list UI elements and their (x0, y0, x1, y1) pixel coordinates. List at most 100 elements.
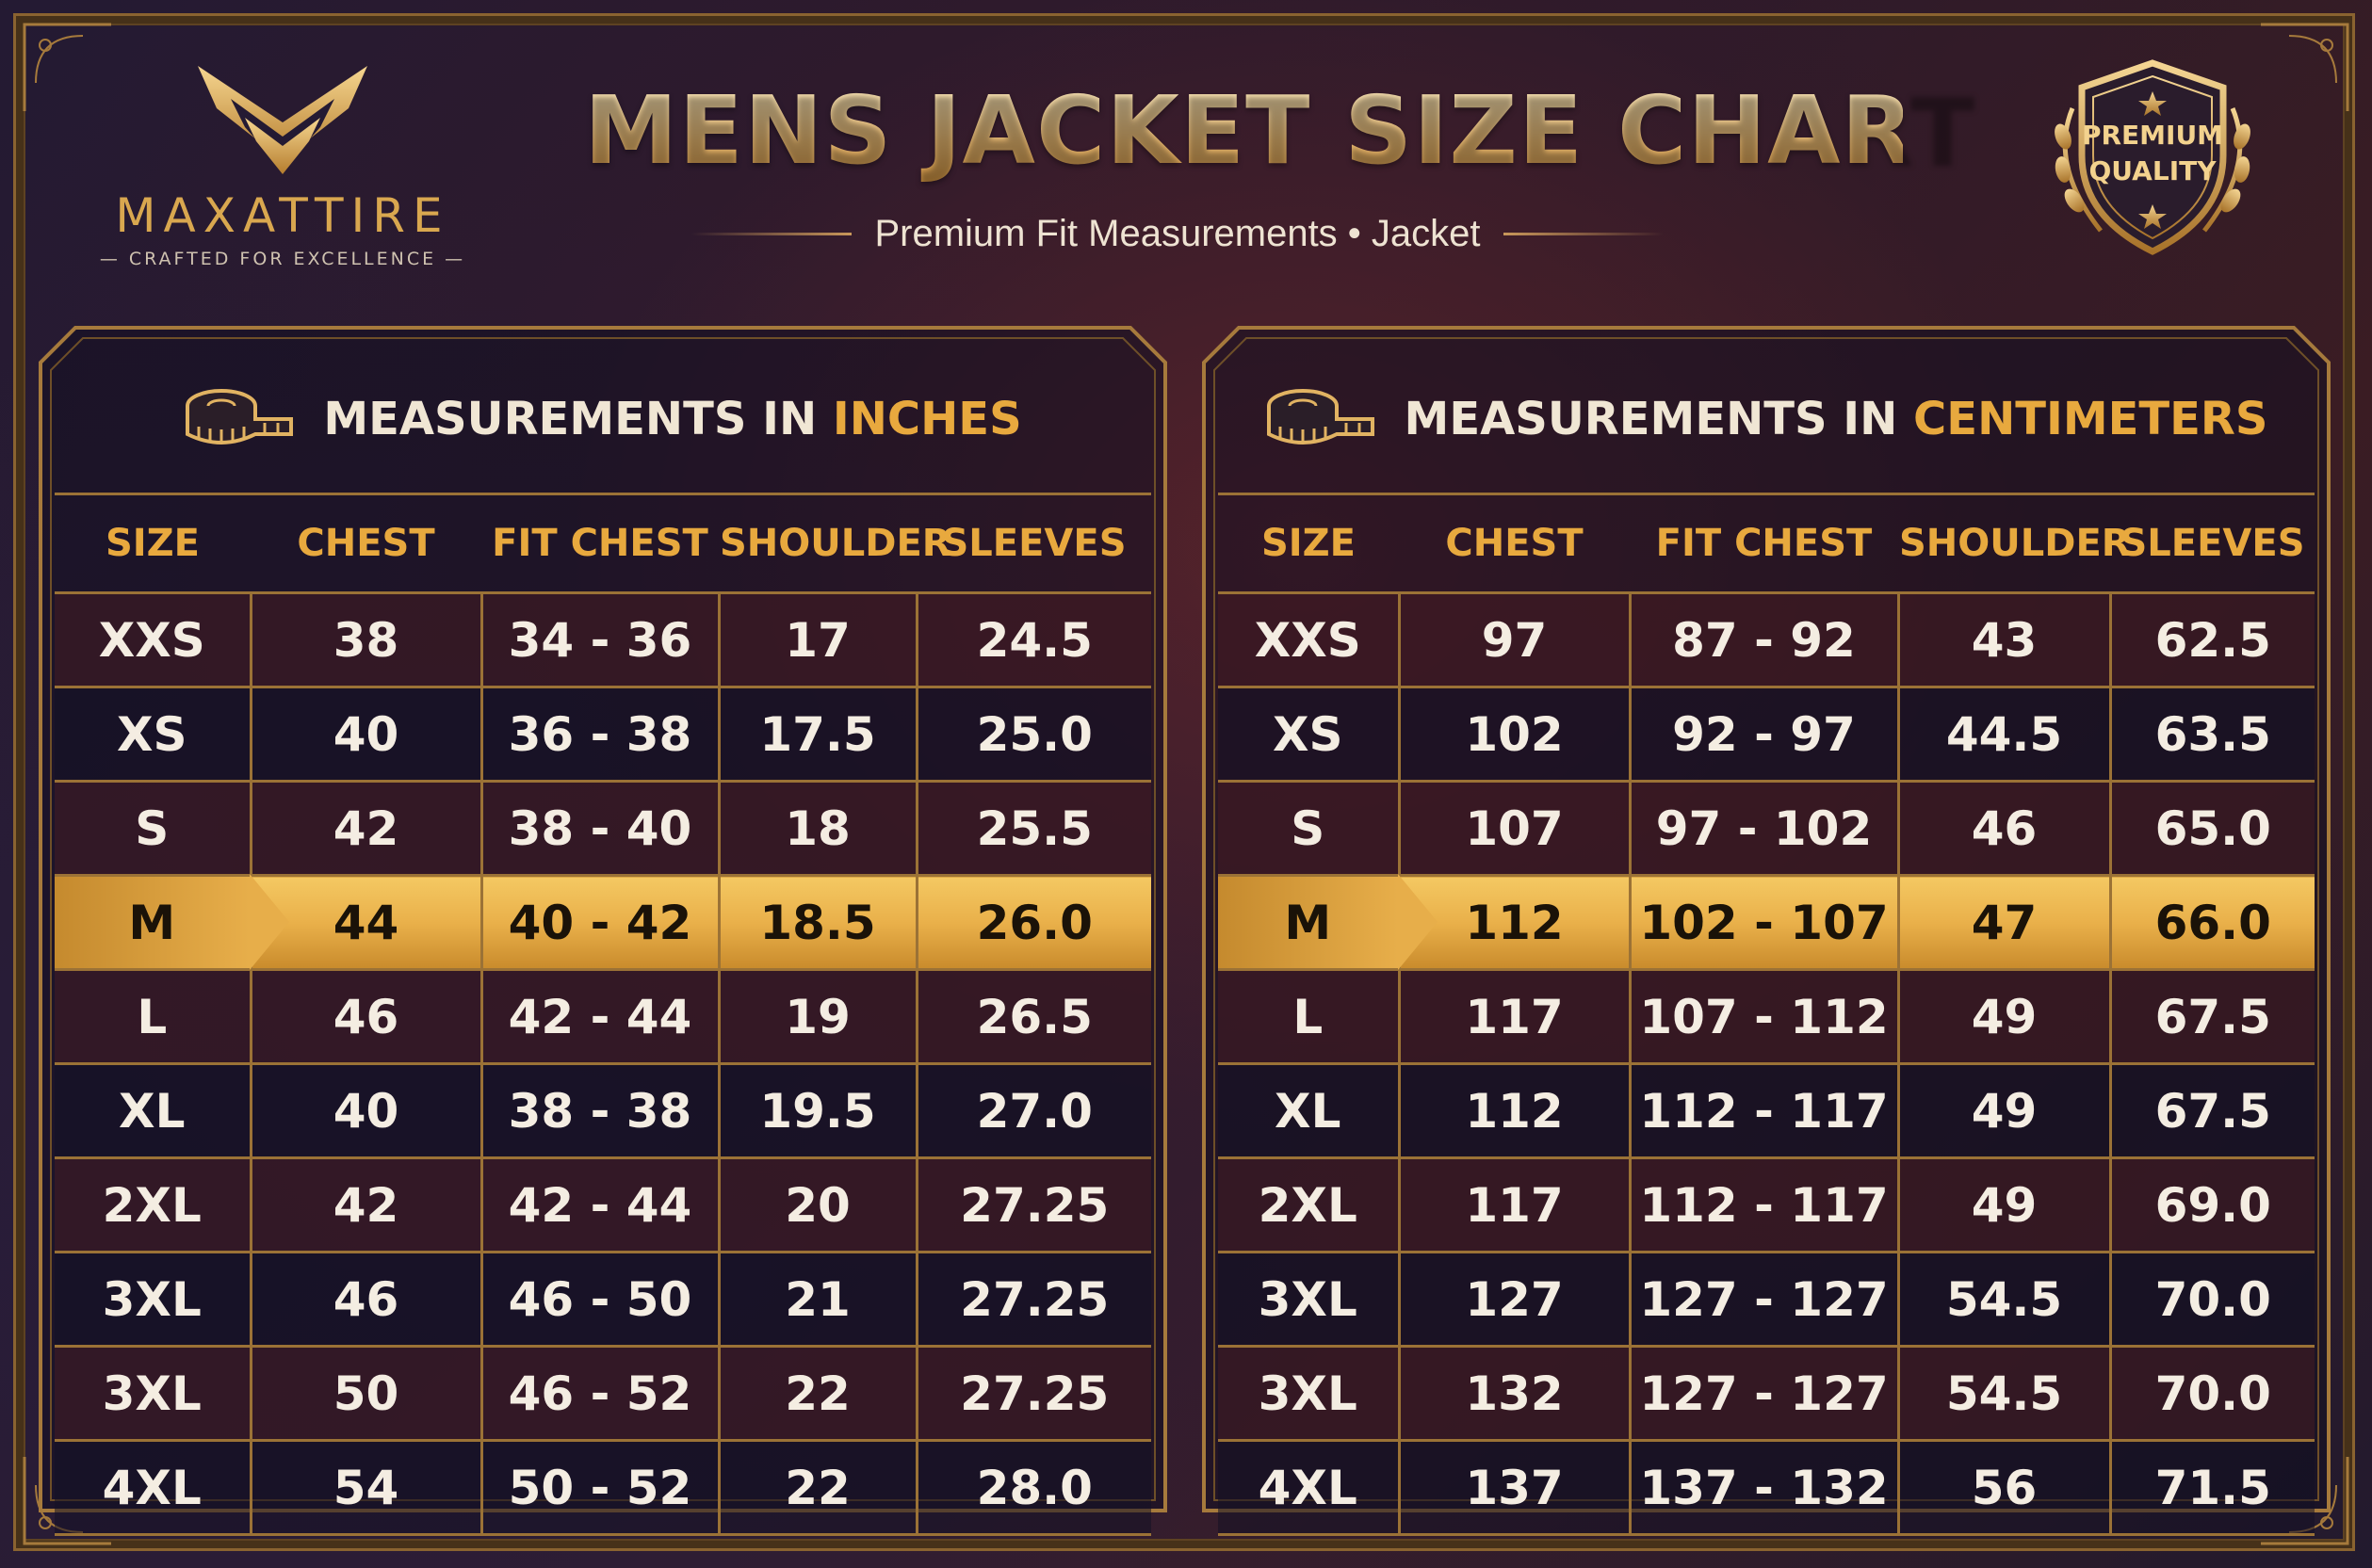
table-row: XL 112 112 - 117 49 67.5 (1218, 1062, 2315, 1159)
cell-value: 27.0 (976, 1083, 1093, 1139)
cell-value: 97 - 102 (1655, 800, 1873, 856)
size-cell: XXS (55, 591, 252, 688)
inches-size-table: SIZE CHEST FIT CHEST SHOULDER SLEEVES XX… (55, 493, 1151, 1536)
cell-value: 3XL (1258, 1366, 1357, 1421)
table-row: S 42 38 - 40 18 25.5 (55, 780, 1151, 877)
table-row: 3XL 50 46 - 52 22 27.25 (55, 1345, 1151, 1442)
centimeters-table-body: XXS 97 87 - 92 43 62.5 XS 102 92 - 97 44.5 63.5 S 1… (1218, 591, 2315, 1536)
cell-value: 46 (1971, 800, 2038, 856)
cell-value: 112 - 117 (1639, 1177, 1889, 1233)
fit-chest-cell: 34 - 36 (479, 591, 721, 688)
sleeves-cell: 67.5 (2108, 1062, 2315, 1159)
fit-chest-cell: 112 - 117 (1628, 1062, 1900, 1159)
fit-chest-cell: 137 - 132 (1628, 1439, 1900, 1536)
size-cell: 4XL (55, 1439, 252, 1536)
column-header: CHEST (1399, 493, 1630, 594)
cell-value: 137 (1465, 1460, 1564, 1515)
size-cell: S (1218, 780, 1401, 877)
cell-value: 42 - 44 (508, 1177, 692, 1233)
table-row: 3XL 46 46 - 50 21 27.25 (55, 1251, 1151, 1348)
shoulder-cell: 49 (1896, 1062, 2112, 1159)
inches-table-body: XXS 38 34 - 36 17 24.5 XS 40 36 - 38 17.5 25.0 S 42… (55, 591, 1151, 1536)
divider (1503, 232, 1664, 235)
table-row: 2XL 117 112 - 117 49 69.0 (1218, 1156, 2315, 1253)
table-row: 4XL 137 137 - 132 56 71.5 (1218, 1439, 2315, 1536)
highlighted-size-row: M 112 102 - 107 47 66.0 (1218, 874, 2315, 971)
cell-value: 17 (785, 612, 851, 668)
size-cell: 4XL (1218, 1439, 1401, 1536)
chest-cell: 50 (249, 1345, 483, 1442)
chest-cell: 38 (249, 591, 483, 688)
size-cell: XS (55, 686, 252, 783)
cell-value: 18 (785, 800, 851, 856)
cell-value: 38 (333, 612, 399, 668)
table-header-row: SIZE CHEST FIT CHEST SHOULDER SLEEVES (1218, 493, 2315, 594)
shoulder-cell: 49 (1896, 1156, 2112, 1253)
cell-value: 25.5 (976, 800, 1093, 856)
column-header: SIZE (1218, 493, 1399, 594)
cell-value: 22 (785, 1366, 851, 1421)
shoulder-cell: 49 (1896, 968, 2112, 1065)
fit-chest-cell: 107 - 112 (1628, 968, 1900, 1065)
fit-chest-cell: 127 - 127 (1628, 1345, 1900, 1442)
cell-value: 92 - 97 (1672, 706, 1856, 762)
cell-value: 34 - 36 (508, 612, 692, 668)
cell-value: 46 - 50 (508, 1271, 692, 1327)
column-header: FIT CHEST (1630, 493, 1898, 594)
chest-cell: 40 (249, 1062, 483, 1159)
fit-chest-cell: 102 - 107 (1628, 874, 1900, 971)
cell-value: 47 (1971, 895, 2038, 950)
centimeters-size-table: SIZE CHEST FIT CHEST SHOULDER SLEEVES XX… (1218, 493, 2315, 1536)
shoulder-cell: 17.5 (717, 686, 918, 783)
highlight-arrow (249, 874, 289, 970)
sleeves-cell: 28.0 (915, 1439, 1151, 1536)
sleeves-cell: 70.0 (2108, 1251, 2315, 1348)
cell-value: 22 (785, 1460, 851, 1515)
table-row: 3XL 132 127 - 127 54.5 70.0 (1218, 1345, 2315, 1442)
size-cell: XXS (1218, 591, 1401, 688)
cell-value: XS (1272, 706, 1343, 762)
shoulder-cell: 22 (717, 1439, 918, 1536)
table-row: S 107 97 - 102 46 65.0 (1218, 780, 2315, 877)
size-cell: M (55, 874, 289, 971)
sleeves-cell: 70.0 (2108, 1345, 2315, 1442)
cell-value: 107 - 112 (1639, 989, 1889, 1044)
sleeves-cell: 27.25 (915, 1345, 1151, 1442)
panel-heading: MEASUREMENTS IN CENTIMETERS (1201, 381, 2331, 457)
fit-chest-cell: 112 - 117 (1628, 1156, 1900, 1253)
cell-value: 102 - 107 (1639, 895, 1889, 950)
fit-chest-cell: 42 - 44 (479, 968, 721, 1065)
cell-value: XL (119, 1083, 186, 1139)
cell-value: 42 (333, 1177, 399, 1233)
brand-name: MAXATTIRE (115, 188, 450, 243)
cell-value: 46 (333, 989, 399, 1044)
cell-value: 50 - 52 (508, 1460, 692, 1515)
sleeves-cell: 25.0 (915, 686, 1151, 783)
sleeves-cell: 65.0 (2108, 780, 2315, 877)
badge-line-2: QUALITY (2088, 155, 2217, 186)
cell-value: 26.5 (976, 989, 1093, 1044)
cell-value: 71.5 (2154, 1460, 2271, 1515)
fit-chest-cell: 97 - 102 (1628, 780, 1900, 877)
chest-cell: 54 (249, 1439, 483, 1536)
cell-value: 127 - 127 (1639, 1366, 1889, 1421)
fit-chest-cell: 36 - 38 (479, 686, 721, 783)
chest-cell: 40 (249, 686, 483, 783)
chest-cell: 46 (249, 1251, 483, 1348)
fit-chest-cell: 127 - 127 (1628, 1251, 1900, 1348)
shoulder-cell: 20 (717, 1156, 918, 1253)
cell-value: 19.5 (759, 1083, 876, 1139)
chest-cell: 127 (1397, 1251, 1632, 1348)
cell-value: XL (1275, 1083, 1341, 1139)
cell-value: 69.0 (2154, 1177, 2271, 1233)
cell-value: 3XL (102, 1366, 202, 1421)
table-row: L 117 107 - 112 49 67.5 (1218, 968, 2315, 1065)
size-cell: 3XL (55, 1345, 252, 1442)
shoulder-cell: 54.5 (1896, 1345, 2112, 1442)
chest-cell: 102 (1397, 686, 1632, 783)
cell-value: 67.5 (2154, 989, 2271, 1044)
sleeves-cell: 63.5 (2108, 686, 2315, 783)
table-row: XS 102 92 - 97 44.5 63.5 (1218, 686, 2315, 783)
cell-value: 127 - 127 (1639, 1271, 1889, 1327)
cell-value: S (135, 800, 170, 856)
